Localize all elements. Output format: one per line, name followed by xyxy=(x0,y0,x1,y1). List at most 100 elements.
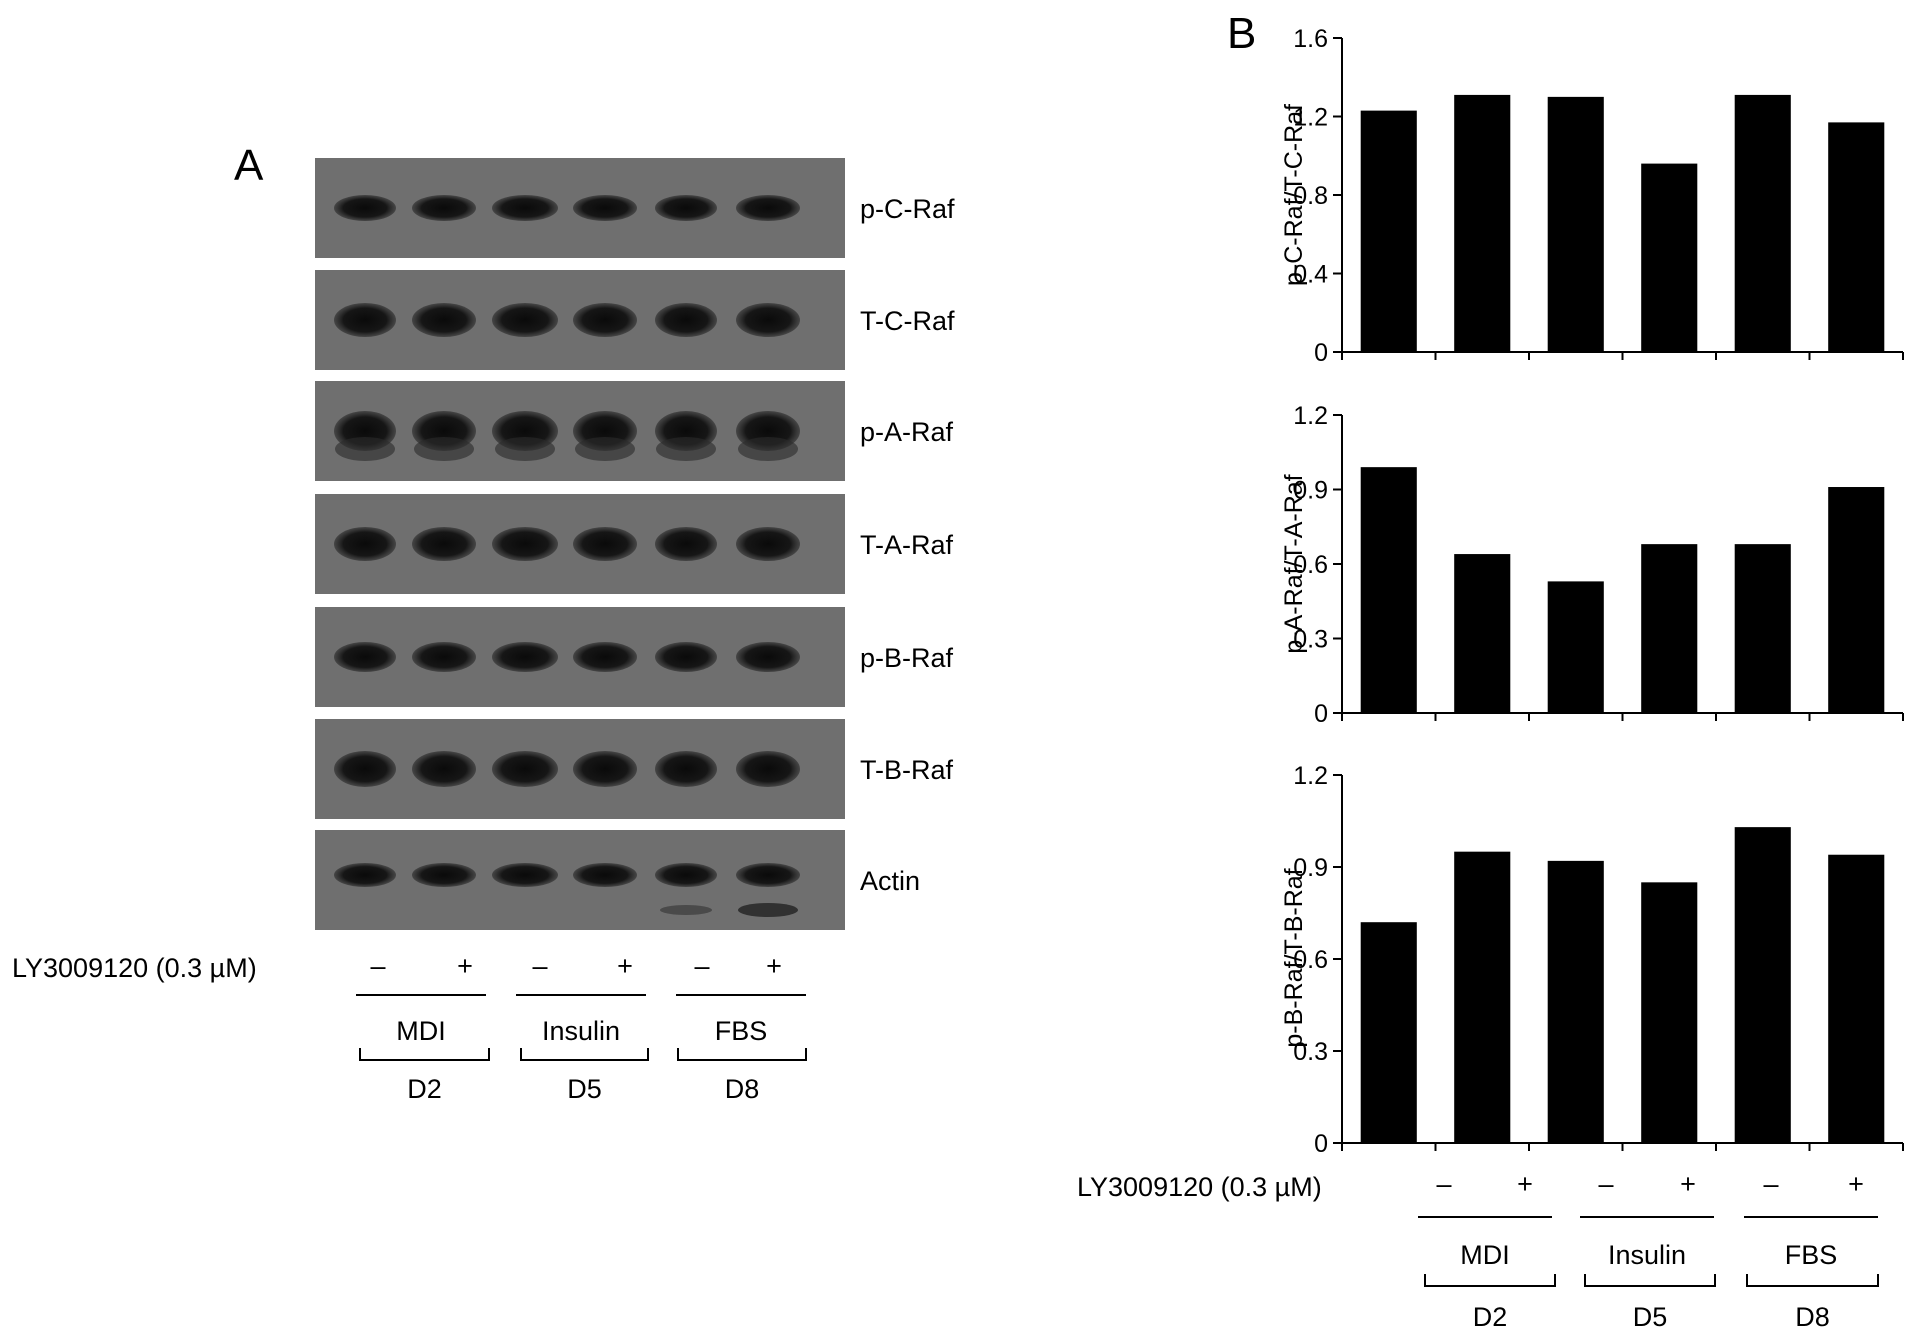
blot-row: p-B-Raf xyxy=(315,607,954,707)
panel-a-treatment-label: LY3009120 (0.3 µM) xyxy=(12,953,257,983)
blot-band xyxy=(655,195,717,221)
blot-band-smear xyxy=(656,437,716,461)
treatment-sign: + xyxy=(617,951,633,981)
bar xyxy=(1360,922,1417,1143)
bar-chart: 0 0.3 0.6 0.9 1.2 p-B-Raf/T-B-Raf xyxy=(1280,762,1904,1158)
treatment-sign: – xyxy=(694,951,709,981)
blot-band xyxy=(492,863,558,887)
blot-band xyxy=(736,303,800,337)
blot-band xyxy=(412,527,476,561)
bar xyxy=(1360,467,1417,713)
blot-row: T-B-Raf xyxy=(315,719,954,819)
y-tick-label: 0 xyxy=(1314,1130,1328,1158)
group-label: Insulin xyxy=(542,1016,620,1046)
blot-band xyxy=(492,751,558,787)
group-bracket xyxy=(1424,1274,1556,1287)
bar xyxy=(1454,554,1511,713)
blot-band xyxy=(412,863,476,887)
treatment-sign: – xyxy=(1436,1169,1451,1199)
blot-band xyxy=(573,863,637,887)
blot-row: p-C-Raf xyxy=(315,158,955,258)
y-tick-label: 0.9 xyxy=(1293,477,1328,505)
blot-band xyxy=(412,642,476,672)
blot-band-smear xyxy=(335,437,395,461)
y-tick-label: 0 xyxy=(1314,700,1328,728)
bar xyxy=(1734,544,1791,713)
bar xyxy=(1641,882,1698,1143)
blot-band xyxy=(655,863,717,887)
y-tick-label: 0.4 xyxy=(1293,261,1328,289)
bar xyxy=(1454,851,1511,1143)
blot-band xyxy=(573,751,637,787)
panel-a-groups: MDI D2 Insulin D5 FBS D8 xyxy=(356,994,807,1104)
group-bracket xyxy=(677,1048,807,1061)
treatment-sign: + xyxy=(766,951,782,981)
blot-band-smear xyxy=(575,437,635,461)
group-bracket xyxy=(1746,1274,1879,1287)
blot-band xyxy=(412,303,476,337)
y-tick-label: 0.6 xyxy=(1293,946,1328,974)
day-label: D5 xyxy=(1633,1302,1668,1332)
group-bracket xyxy=(1584,1274,1716,1287)
y-axis-label: p-A-Raf/T-A-Raf xyxy=(1280,474,1308,653)
panel-a-letter: A xyxy=(234,141,264,190)
y-tick-label: 1.6 xyxy=(1293,25,1328,53)
group-bracket xyxy=(520,1048,649,1061)
blot-band xyxy=(573,527,637,561)
blot-band xyxy=(655,527,717,561)
group-label: MDI xyxy=(1460,1240,1510,1270)
group-label: Insulin xyxy=(1608,1240,1686,1270)
panel-b-treatment-label: LY3009120 (0.3 µM) xyxy=(1077,1172,1322,1202)
y-tick-label: 0.3 xyxy=(1293,1038,1328,1066)
blot-label: T-C-Raf xyxy=(860,306,955,336)
blot-band xyxy=(492,303,558,337)
panel-b-signs: – + – + – + xyxy=(1436,1169,1863,1199)
bar xyxy=(1547,581,1604,713)
y-axis-label: p-C-Raf/T-C-Raf xyxy=(1280,104,1308,286)
bar xyxy=(1828,122,1885,352)
bar xyxy=(1360,110,1417,352)
treatment-sign: + xyxy=(457,951,473,981)
y-tick-label: 0 xyxy=(1314,339,1328,367)
bar-chart: 0 0.3 0.6 0.9 1.2 p-A-Raf/T-A-Raf xyxy=(1280,402,1904,728)
blot-band xyxy=(334,527,396,561)
blot-band xyxy=(736,751,800,787)
blot-label: Actin xyxy=(860,866,920,896)
panel-b-groups: MDI D2 Insulin D5 FBS D8 xyxy=(1418,1216,1879,1332)
blot-band xyxy=(334,863,396,887)
panel-a-signs: – + – + – + xyxy=(370,951,781,981)
panel-b-letter: B xyxy=(1227,9,1256,58)
blot-band xyxy=(573,303,637,337)
blot-label: p-A-Raf xyxy=(860,417,954,447)
y-tick-label: 0.3 xyxy=(1293,626,1328,654)
day-label: D2 xyxy=(1473,1302,1508,1332)
group-label: MDI xyxy=(396,1016,446,1046)
bar-chart: 0 0.4 0.8 1.2 1.6 p-C-Raf/T-C-Raf xyxy=(1280,25,1904,367)
y-tick-label: 1.2 xyxy=(1293,762,1328,790)
group-label: FBS xyxy=(715,1016,768,1046)
blot-band xyxy=(655,751,717,787)
blot-band xyxy=(412,751,476,787)
blot-band xyxy=(492,195,558,221)
bar xyxy=(1828,854,1885,1143)
bar xyxy=(1828,487,1885,713)
y-axis-label: p-B-Raf/T-B-Raf xyxy=(1280,868,1308,1047)
blot-row: Actin xyxy=(315,830,920,930)
blot-band-smear xyxy=(738,437,798,461)
treatment-sign: – xyxy=(1763,1169,1778,1199)
treatment-sign: + xyxy=(1680,1169,1696,1199)
blot-row: T-C-Raf xyxy=(315,270,955,370)
blot-label: p-B-Raf xyxy=(860,643,954,673)
bar-charts: 0 0.4 0.8 1.2 1.6 p-C-Raf/T-C-Raf 0 0.3 0.6 0.9 1.… xyxy=(1280,25,1904,1158)
treatment-sign: – xyxy=(1598,1169,1613,1199)
group-label: FBS xyxy=(1785,1240,1838,1270)
blot-band xyxy=(655,642,717,672)
blot-band xyxy=(655,303,717,337)
blot-band xyxy=(492,527,558,561)
blot-band xyxy=(736,642,800,672)
blot-band xyxy=(573,642,637,672)
blot-row: p-A-Raf xyxy=(315,381,954,481)
treatment-sign: – xyxy=(532,951,547,981)
day-label: D8 xyxy=(725,1074,760,1104)
